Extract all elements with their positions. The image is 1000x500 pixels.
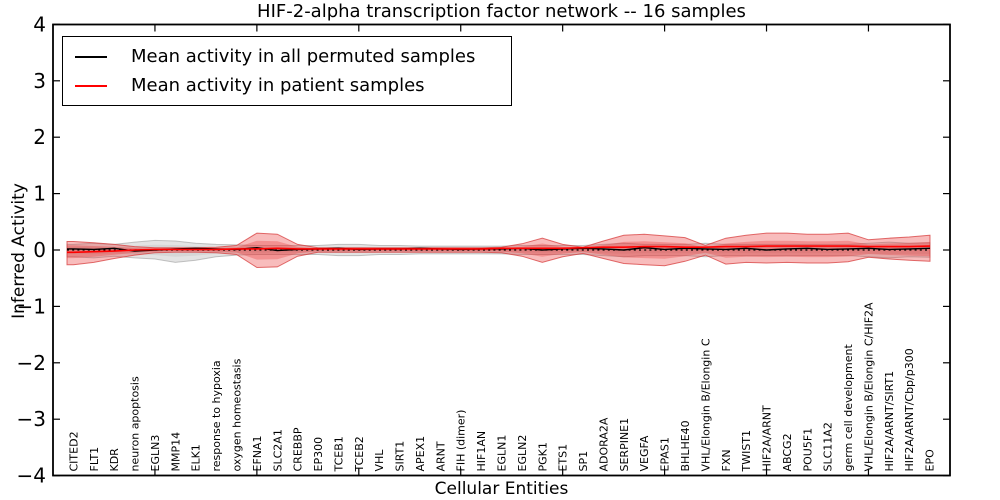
x-category-label: EGLN2 [516, 435, 529, 472]
x-category-label: POU5F1 [801, 428, 814, 472]
x-category-label: ETS1 [557, 444, 570, 472]
x-category-label: MMP14 [169, 432, 182, 472]
x-category-label: EP300 [312, 437, 325, 472]
y-tick-label: −3 [17, 407, 46, 431]
x-category-label: HIF2A/ARNT/SIRT1 [883, 371, 896, 472]
y-tick-label: −1 [17, 294, 46, 318]
x-category-label: TCEB2 [353, 436, 366, 472]
x-category-label: germ cell development [842, 344, 855, 472]
y-tick-label: 2 [33, 125, 46, 149]
x-category-label: VHL [373, 449, 386, 472]
y-tick-label: −4 [17, 464, 46, 488]
y-axis-label: Inferred Activity [9, 183, 29, 319]
x-category-label: FXN [720, 449, 733, 471]
x-category-label: CREBBP [292, 427, 305, 471]
x-category-label: SP1 [577, 451, 590, 472]
x-category-label: response to hypoxia [210, 360, 223, 471]
x-category-label: BHLHE40 [679, 420, 692, 471]
x-axis-label: Cellular Entities [434, 479, 569, 499]
legend: Mean activity in all permuted samples Me… [62, 36, 512, 106]
y-tick-label: 0 [33, 238, 46, 262]
x-category-label: ELK1 [190, 444, 203, 471]
x-category-label: SERPINE1 [618, 418, 631, 472]
y-tick-label: 4 [33, 12, 46, 36]
patient-mean-line [67, 245, 930, 254]
legend-entry-label: Mean activity in patient samples [131, 75, 425, 96]
x-category-label: APEX1 [414, 436, 427, 472]
x-category-label: ADORA2A [597, 417, 610, 471]
x-category-label: SLC11A2 [822, 422, 835, 471]
x-category-label: VHL/Elongin B/Elongin C [699, 338, 712, 471]
x-category-label: EGLN3 [149, 435, 162, 472]
y-tick-label: 1 [33, 182, 46, 206]
patient-band-inner [67, 240, 930, 260]
x-category-label: CITED2 [67, 431, 80, 471]
x-category-label: SLC2A1 [271, 429, 284, 471]
x-category-label: FIH (dimer) [455, 410, 468, 472]
x-category-label: PGK1 [536, 442, 549, 471]
x-category-label: VEGFA [638, 435, 651, 471]
x-category-label: ARNT [434, 441, 447, 471]
legend-entry-permuted: Mean activity in all permuted samples [75, 43, 501, 70]
legend-line-patient-icon [75, 84, 107, 87]
legend-entry-patient: Mean activity in patient samples [75, 72, 501, 99]
x-category-label: EPO [924, 449, 937, 472]
x-category-label: neuron apoptosis [129, 376, 142, 471]
y-tick-label: −2 [17, 351, 46, 375]
x-category-label: TCEB1 [332, 436, 345, 472]
x-category-label: HIF1AN [475, 431, 488, 472]
x-category-label: VHL/Elongin B/Elongin C/HIF2A [863, 302, 876, 472]
x-category-label: SIRT1 [394, 441, 407, 472]
x-category-label: FLT1 [88, 447, 101, 472]
x-category-label: EGLN1 [496, 435, 509, 472]
x-category-label: EFNA1 [251, 435, 264, 471]
y-tick-label: 3 [33, 69, 46, 93]
legend-entry-label: Mean activity in all permuted samples [131, 46, 476, 67]
x-category-label: KDR [108, 448, 121, 472]
patient-band-outer [66, 232, 931, 269]
legend-line-permuted-icon [75, 55, 107, 58]
x-category-label: EPAS1 [659, 437, 672, 471]
x-category-label: HIF2A/ARNT/Cbp/p300 [903, 348, 916, 471]
x-category-label: ABCG2 [781, 433, 794, 471]
x-category-label: oxygen homeostasis [231, 358, 244, 471]
x-category-label: HIF2A/ARNT [761, 405, 774, 471]
chart-title: HIF-2-alpha transcription factor network… [257, 1, 746, 22]
x-category-label: TWIST1 [740, 430, 753, 473]
